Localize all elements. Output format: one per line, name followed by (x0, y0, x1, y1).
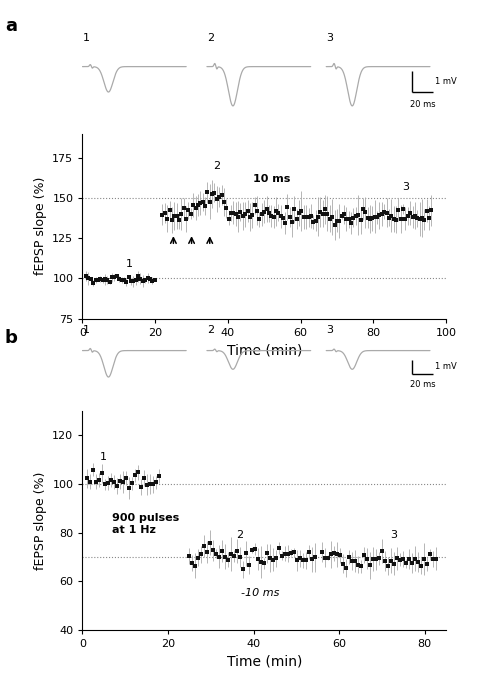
Text: -10 ms: -10 ms (240, 588, 279, 598)
Text: 1 mV: 1 mV (434, 77, 456, 86)
X-axis label: Time (min): Time (min) (226, 343, 302, 357)
Text: a: a (5, 17, 17, 35)
Text: 10 ms: 10 ms (253, 174, 290, 184)
Text: 2: 2 (207, 33, 213, 43)
Text: 3: 3 (326, 325, 333, 336)
Y-axis label: fEPSP slope (%): fEPSP slope (%) (34, 471, 46, 570)
Text: 3: 3 (402, 182, 408, 192)
Text: 2: 2 (213, 161, 220, 171)
Text: 1: 1 (99, 451, 106, 462)
Text: 1: 1 (126, 259, 133, 269)
Text: b: b (5, 329, 18, 347)
Text: 1: 1 (82, 33, 89, 43)
Text: 2: 2 (236, 530, 243, 540)
Text: 2: 2 (207, 325, 213, 336)
Text: 1: 1 (82, 325, 89, 336)
Text: 20 ms: 20 ms (409, 101, 435, 110)
Text: 900 pulses
at 1 Hz: 900 pulses at 1 Hz (112, 513, 179, 535)
Text: 1 mV: 1 mV (434, 362, 456, 371)
Y-axis label: fEPSP slope (%): fEPSP slope (%) (34, 177, 46, 275)
Text: 3: 3 (326, 33, 333, 43)
Text: 20 ms: 20 ms (409, 379, 435, 388)
Text: 3: 3 (390, 530, 397, 540)
X-axis label: Time (min): Time (min) (226, 655, 302, 669)
